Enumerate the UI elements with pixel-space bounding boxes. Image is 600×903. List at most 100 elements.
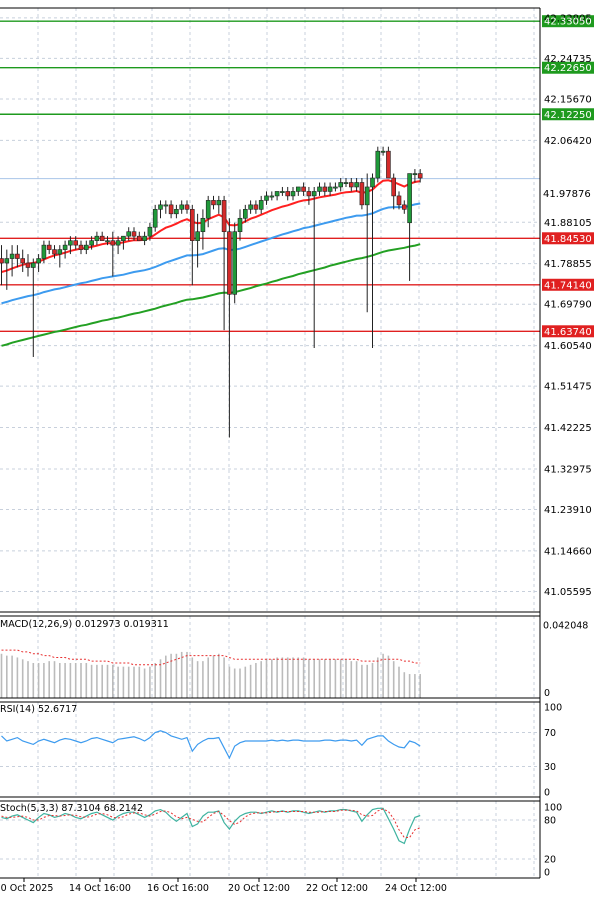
candle-body (396, 195, 402, 206)
candle-body (158, 204, 163, 210)
level-label: 42.12250 (544, 110, 592, 121)
candle-body (274, 191, 280, 197)
x-tick-label: 22 Oct 12:00 (306, 883, 368, 894)
rsi-tick-label: 30 (544, 762, 556, 773)
candle-body (364, 186, 370, 206)
rsi-tick-label: 70 (544, 728, 556, 739)
candle-body (338, 182, 344, 188)
candle-body (295, 186, 301, 192)
stoch-d-line (1, 808, 421, 838)
x-tick-label: 10 Oct 2025 (0, 883, 53, 894)
candle-body (152, 209, 158, 228)
price-tick-label: 41.05595 (544, 587, 592, 598)
candle-body (290, 191, 296, 197)
frame-layer (0, 7, 541, 882)
price-tick-label: 42.15670 (544, 94, 592, 105)
candle-layer (0, 146, 423, 438)
level-label-box (542, 61, 594, 74)
level-label-box (542, 108, 594, 121)
level-label: 41.74140 (544, 280, 592, 291)
candle-body (311, 191, 317, 197)
candle-body (237, 217, 243, 233)
candle-body (115, 240, 121, 246)
candle-body (41, 244, 47, 259)
candle-body (269, 195, 275, 198)
candle-body (248, 204, 253, 210)
candle-body (205, 200, 211, 219)
price-tick-label: 41.88105 (544, 218, 592, 229)
candle-body (412, 173, 418, 176)
price-tick-label: 41.42225 (544, 423, 592, 434)
candle-body (258, 200, 264, 210)
candle-body (370, 177, 375, 188)
level-label-box (542, 325, 594, 338)
level-layer (0, 15, 594, 338)
candle-body (84, 244, 89, 250)
current-price-label: 41.97876 (543, 189, 591, 200)
candle-body (359, 182, 365, 206)
stoch-tick-label: 100 (544, 803, 562, 814)
candle-body (52, 249, 57, 255)
candle-body (317, 186, 322, 192)
stoch-tick-label: 0 (544, 868, 550, 879)
candle-body (216, 200, 222, 206)
candle-body (68, 240, 73, 246)
candle-body (200, 217, 206, 233)
candle-body (348, 182, 354, 188)
level-label-box (542, 278, 594, 291)
candle-body (20, 258, 26, 264)
candle-body (301, 186, 306, 192)
candle-body (285, 191, 291, 197)
candle-body (89, 240, 94, 246)
candle-body (375, 150, 381, 179)
candle-body (121, 235, 126, 241)
price-tick-label: 41.60540 (544, 341, 592, 352)
macd-tick-label: 0.042048 (543, 621, 588, 632)
candle-body (417, 173, 423, 179)
candle-body (62, 244, 68, 250)
candle-body (78, 244, 84, 250)
candle-body (126, 231, 131, 237)
x-tick-label: 20 Oct 12:00 (228, 883, 290, 894)
candle-body (142, 235, 147, 241)
candle-body (322, 186, 328, 192)
label-layer: 41.97876 MACD(12,26,9) 0.012973 0.019311… (0, 13, 592, 894)
candle-body (9, 253, 15, 259)
candle-body (110, 240, 116, 246)
grid-layer (0, 8, 540, 878)
candle-body (391, 177, 397, 197)
macd-tick-label: 0 (544, 688, 550, 699)
level-label: 41.63740 (544, 327, 592, 338)
price-tick-label: 41.51475 (544, 382, 592, 393)
candle-body (184, 204, 190, 210)
candle-body (15, 253, 20, 259)
candle-body (147, 226, 153, 237)
price-tick-label: 42.33805 (544, 13, 592, 24)
x-tick-label: 16 Oct 16:00 (147, 883, 209, 894)
candle-body (73, 240, 78, 246)
candle-body (36, 258, 41, 264)
candle-body (211, 200, 216, 206)
candle-body (221, 200, 227, 233)
candle-body (179, 204, 184, 210)
price-tick-label: 41.23910 (544, 505, 592, 516)
price-tick-label: 41.78855 (544, 259, 592, 270)
candle-body (380, 150, 386, 153)
candle-body (4, 258, 10, 264)
candle-body (30, 262, 36, 268)
candle-body (253, 204, 259, 210)
level-label: 41.84530 (544, 234, 592, 245)
moving-average-line (1, 179, 421, 273)
candle-body (264, 195, 269, 201)
macd-signal-line (1, 649, 421, 666)
candle-body (407, 173, 412, 224)
candle-body (163, 204, 169, 207)
price-tick-label: 41.32975 (544, 464, 592, 475)
candle-body (57, 249, 63, 255)
candle-body (94, 235, 100, 241)
candle-body (46, 244, 52, 250)
price-tick-label: 41.69790 (544, 300, 592, 311)
x-tick-label: 14 Oct 16:00 (69, 883, 131, 894)
